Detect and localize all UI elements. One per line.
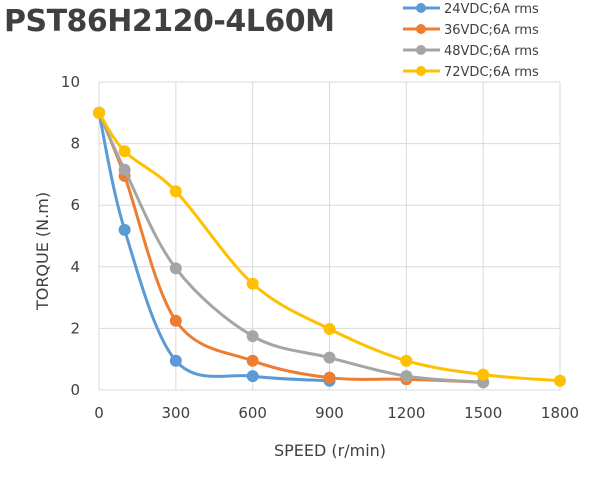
y-axis-label: TORQUE (N.m) [33,192,52,311]
y-tick-label: 10 [61,73,80,91]
legend-item: 48VDC;6A rms [403,44,539,59]
data-point [323,323,336,336]
legend-label: 72VDC;6A rms [444,65,539,80]
legend-swatch-marker [416,45,426,55]
data-point [118,163,131,176]
legend-label: 24VDC;6A rms [444,2,539,17]
data-point [246,370,259,383]
legend-swatch-marker [416,3,426,13]
x-tick-label: 1200 [387,404,425,422]
data-point [323,371,336,384]
data-point [169,185,182,198]
data-point [246,277,259,290]
series-line [97,111,561,383]
chart-title: PST86H2120-4L60M [4,4,335,39]
data-point [477,368,490,381]
legend-swatch-marker [416,24,426,34]
x-tick-label: 600 [238,404,267,422]
series-group [93,106,566,389]
x-tick-label: 300 [162,404,191,422]
series-3 [93,106,490,389]
series-line [97,112,484,384]
series-line [97,112,330,383]
x-tick-label: 900 [315,404,344,422]
y-tick-label: 4 [70,258,80,276]
series-4 [93,106,566,387]
data-point [246,330,259,343]
series-2 [93,106,490,389]
data-point [93,106,105,119]
legend-label: 36VDC;6A rms [444,23,539,38]
legend: 24VDC;6A rms 36VDC;6A rms 48VDC;6A rms 72VD… [403,2,539,80]
data-point [323,351,336,364]
x-tick-label: 1500 [464,404,502,422]
data-point [118,223,131,236]
legend-item: 72VDC;6A rms [403,65,539,80]
data-point [169,354,182,367]
legend-item: 24VDC;6A rms [403,2,539,17]
x-tick-label: 0 [94,404,104,422]
x-axis-label: SPEED (r/min) [274,441,386,460]
x-tick-label: 1800 [541,404,579,422]
legend-label: 48VDC;6A rms [444,44,539,59]
data-point [400,354,413,367]
data-point [169,314,182,327]
grid-lines [98,81,561,391]
y-tick-label: 6 [70,196,80,214]
y-tick-label: 2 [70,319,80,337]
legend-swatch-marker [416,66,426,76]
data-point [169,262,182,275]
tick-labels: 0 300 600 900 1200 1500 1800 0 2 4 6 8 10 [61,73,579,422]
data-point [118,145,131,158]
data-point [554,374,566,387]
y-tick-label: 0 [70,381,80,399]
legend-item: 36VDC;6A rms [403,23,539,38]
series-line [97,112,484,384]
y-tick-label: 8 [70,135,80,153]
data-point [246,354,259,367]
data-point [400,370,413,383]
